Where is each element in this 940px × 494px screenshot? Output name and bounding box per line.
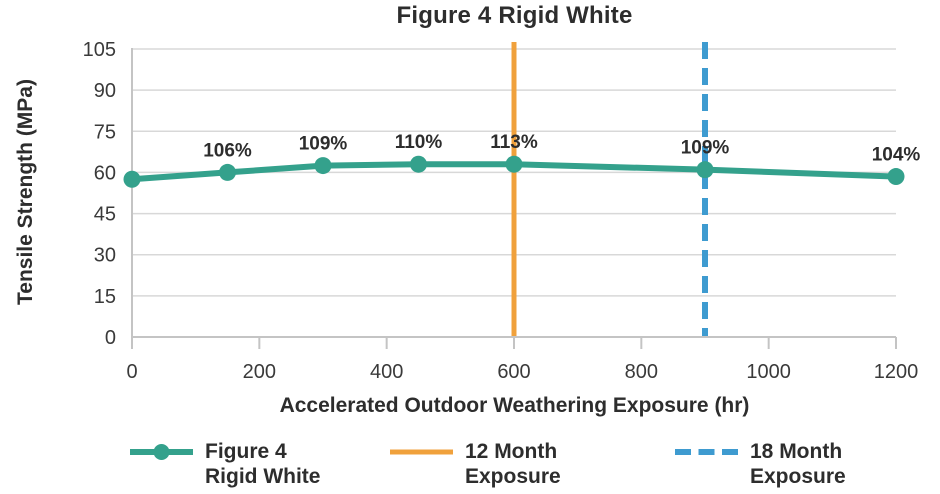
data-point-marker-450hr [410, 155, 427, 173]
x-tick-label-400: 400 [370, 361, 403, 383]
legend-item-12-month-exposure: 12 Month Exposure [390, 439, 561, 489]
legend-label-line2: Exposure [465, 465, 561, 488]
y-tick-label-30: 30 [94, 245, 116, 267]
x-axis-title: Accelerated Outdoor Weathering Exposure … [279, 394, 750, 417]
data-point-marker-900hr [696, 161, 714, 179]
legend-label-line2: Exposure [750, 465, 846, 488]
legend-solid-line-icon [390, 449, 453, 455]
data-point-label-900hr: 109% [681, 138, 730, 159]
legend-item-18-month-exposure: 18 Month Exposure [675, 439, 846, 489]
legend-label-line1: 18 Month [750, 440, 843, 463]
y-tick-label-45: 45 [94, 204, 116, 226]
legend-series-line-dot-icon [130, 444, 193, 460]
y-tick-label-105: 105 [83, 39, 116, 61]
data-point-marker-1200hr [887, 168, 905, 186]
legend-label: Figure 4 Rigid White [205, 439, 320, 489]
legend-label-line1: 12 Month [465, 440, 558, 463]
x-tick-label-800: 800 [625, 361, 658, 383]
legend-item-figure4-rigid-white: Figure 4 Rigid White [130, 439, 320, 489]
x-tick-label-1200: 1200 [874, 361, 919, 383]
chart-title: Figure 4 Rigid White [396, 2, 633, 29]
legend-swatch-dot [153, 444, 170, 460]
data-point-marker-600hr [505, 155, 523, 173]
data-point-label-1200hr: 104% [872, 145, 921, 166]
data-point-label-150hr: 106% [203, 140, 252, 161]
legend-dashed-line-icon [675, 449, 738, 455]
y-tick-label-15: 15 [94, 286, 116, 308]
y-tick-label-0: 0 [105, 327, 116, 349]
y-tick-label-60: 60 [94, 162, 116, 184]
y-tick-label-75: 75 [94, 121, 116, 143]
legend-label-line2: Rigid White [205, 465, 321, 488]
data-point-marker-150hr [219, 163, 236, 181]
legend-label: 18 Month Exposure [750, 439, 846, 489]
data-point-label-600hr: 113% [490, 132, 538, 153]
y-tick-label-90: 90 [94, 80, 116, 102]
x-tick-label-200: 200 [243, 361, 276, 383]
data-point-marker-300hr [314, 157, 332, 175]
data-point-marker-0hr [123, 170, 141, 188]
x-tick-label-0: 0 [126, 361, 137, 383]
x-tick-label-1000: 1000 [746, 361, 791, 383]
legend-label: 12 Month Exposure [465, 439, 561, 489]
data-point-label-300hr: 109% [299, 134, 348, 155]
legend-label-line1: Figure 4 [205, 440, 287, 463]
x-tick-label-600: 600 [497, 361, 530, 383]
data-point-label-450hr: 110% [395, 132, 443, 153]
